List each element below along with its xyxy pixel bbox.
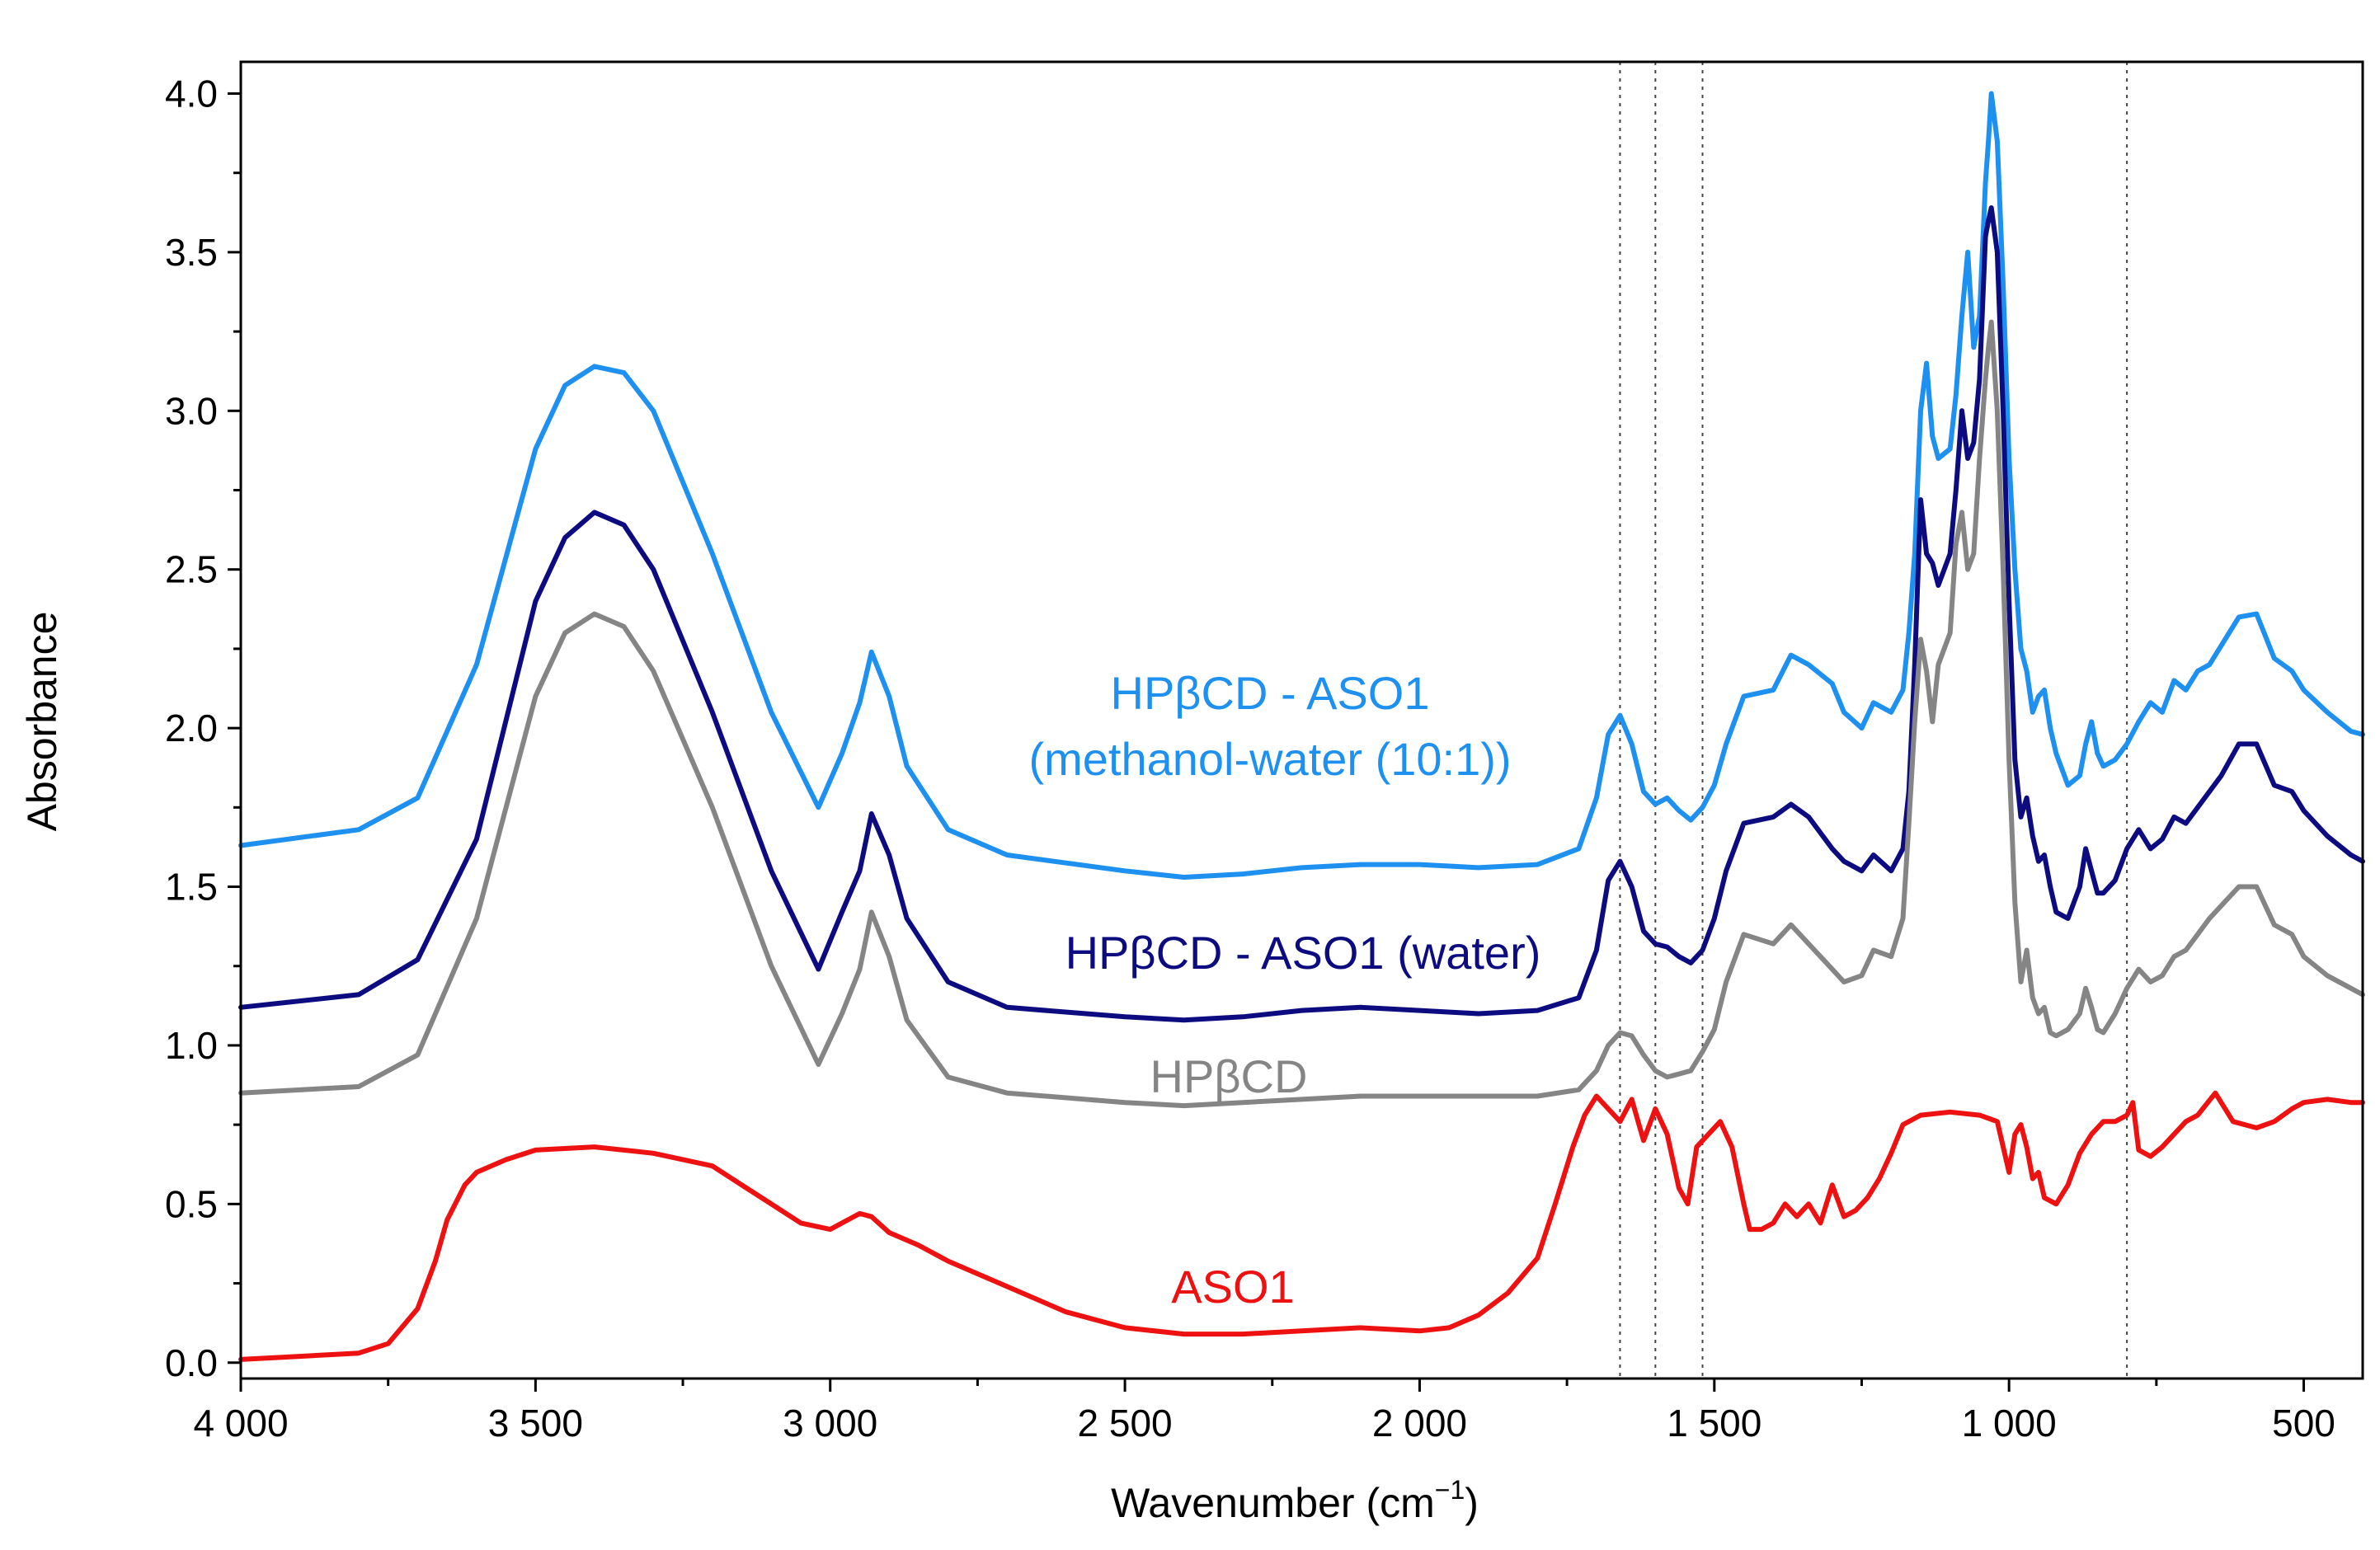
series-line-0 (238, 91, 2365, 880)
series-label-aso1: ASO1 (1171, 1261, 1294, 1313)
y-tick-label: 1.0 (165, 1024, 218, 1067)
y-tick-label: 1.5 (165, 866, 218, 909)
series-label-methanol-line2: (methanol-water (10:1)) (1028, 733, 1511, 785)
x-axis-title-main: Wavenumber (cm (1111, 1480, 1435, 1526)
y-tick-label: 2.0 (165, 707, 218, 749)
series-line-1 (238, 205, 2365, 1023)
axes: 0.0 0.5 1.0 1.5 2.0 2.5 3.0 3.5 4.0 4 000 3 500 3 0… (165, 60, 2364, 1444)
x-tick-label: 2 000 (1372, 1402, 1467, 1444)
y-tick-label: 2.5 (165, 548, 218, 591)
reference-lines (1619, 62, 2128, 1379)
x-tick-label: 1 000 (1962, 1402, 2057, 1444)
series-line-2 (238, 319, 2365, 1109)
x-tick-label: 3 000 (783, 1402, 877, 1444)
x-axis-title-exponent: −1 (1435, 1475, 1465, 1505)
series-label-water: HPβCD - ASO1 (water) (1065, 927, 1541, 979)
series-group (238, 91, 2365, 1362)
x-tick-label: 4 000 (193, 1402, 288, 1444)
y-tick-label: 3.5 (165, 231, 218, 274)
series-labels: HPβCD - ASO1 (methanol-water (10:1)) HPβ… (1028, 667, 1540, 1313)
y-tick-label: 0.0 (165, 1341, 218, 1384)
y-tick-label: 3.0 (165, 389, 218, 432)
x-tick-label: 3 500 (488, 1402, 583, 1444)
y-axis-title: Absorbance (19, 612, 65, 832)
x-axis-title: Wavenumber (cm−1) (1111, 1475, 1479, 1526)
series-label-hpbcd: HPβCD (1150, 1050, 1308, 1102)
x-axis-title-close: ) (1465, 1480, 1479, 1526)
series-label-methanol-line1: HPβCD - ASO1 (1111, 667, 1430, 719)
y-tick-label: 4.0 (165, 72, 218, 115)
x-tick-label: 2 500 (1078, 1402, 1173, 1444)
y-tick-label: 0.5 (165, 1182, 218, 1225)
series-line-3 (238, 1090, 2365, 1362)
plot-frame (239, 60, 2364, 1380)
x-tick-label: 1 500 (1667, 1402, 1761, 1444)
x-tick-label: 500 (2272, 1402, 2335, 1444)
